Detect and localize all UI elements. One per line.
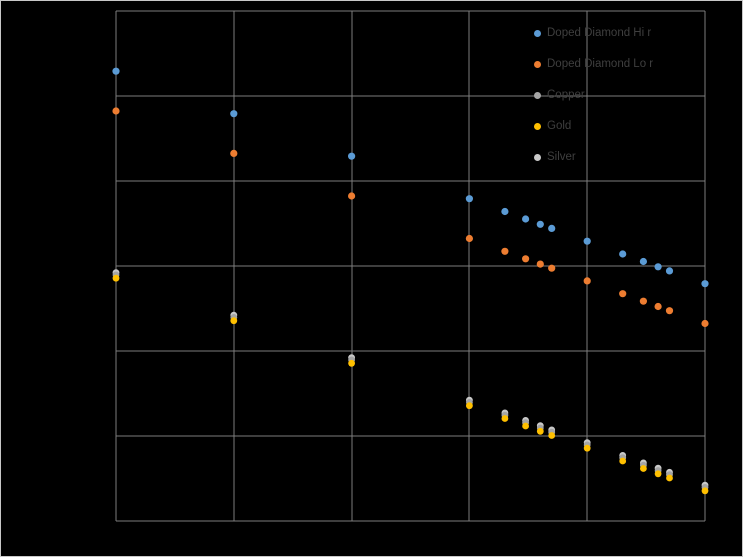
legend-marker-circle-icon: [534, 61, 541, 68]
legend-marker-circle-icon: [534, 30, 541, 37]
data-point: [666, 474, 673, 482]
series-copper: [112, 271, 709, 491]
data-point: [348, 192, 356, 200]
data-point: [548, 432, 556, 439]
data-point: [536, 260, 544, 268]
data-point: [112, 67, 120, 75]
data-point: [522, 255, 530, 263]
data-point: [665, 307, 674, 315]
data-point: [465, 234, 473, 243]
data-point: [665, 267, 674, 275]
legend-item-doped-diamond-lo-r: Doped Diamond Lo r: [534, 49, 653, 80]
series-doped-diamond-lo-r: [112, 107, 709, 328]
data-point: [522, 215, 530, 223]
legend-label: Doped Diamond Hi r: [547, 26, 652, 39]
data-point: [701, 280, 709, 288]
gridlines: [115, 10, 706, 522]
data-point: [639, 297, 648, 305]
data-point: [654, 302, 662, 311]
data-point: [583, 444, 591, 452]
data-point: [230, 149, 238, 157]
legend-item-gold: Gold: [534, 111, 653, 142]
data-point: [639, 257, 648, 266]
data-point: [522, 422, 529, 430]
legend-marker-circle-icon: [534, 123, 541, 130]
data-point: [701, 487, 709, 495]
legend-marker-circle-icon: [534, 154, 541, 161]
legend-item-copper: Copper: [534, 80, 653, 111]
chart-legend: Doped Diamond Hi r Doped Diamond Lo r Co…: [534, 18, 653, 173]
data-point: [654, 263, 662, 271]
data-point: [501, 247, 509, 255]
legend-item-silver: Silver: [534, 142, 653, 173]
data-point: [536, 220, 544, 228]
legend-label: Copper: [547, 88, 585, 101]
data-point: [619, 290, 627, 298]
data-point: [112, 107, 120, 115]
data-point: [619, 457, 627, 465]
data-point: [619, 250, 627, 258]
data-point: [230, 317, 238, 325]
data-point: [640, 465, 647, 472]
data-point: [466, 402, 473, 410]
data-point: [501, 207, 509, 216]
series-gold: [112, 274, 709, 495]
data-point: [230, 110, 238, 118]
legend-label: Gold: [547, 119, 572, 132]
legend-marker-circle-icon: [534, 92, 541, 99]
data-point: [112, 274, 120, 282]
data-point: [465, 195, 473, 203]
data-point: [348, 152, 356, 160]
data-point: [548, 224, 556, 232]
series-silver: [112, 269, 709, 489]
data-point: [548, 264, 556, 272]
legend-label: Silver: [547, 150, 576, 163]
data-point: [701, 319, 709, 328]
legend-label: Doped Diamond Lo r: [547, 57, 654, 70]
series-doped-diamond-hi-r: [112, 67, 709, 288]
data-point: [501, 415, 509, 422]
data-point: [536, 427, 544, 435]
data-point: [583, 277, 591, 285]
legend-item-doped-diamond-hi-r: Doped Diamond Hi r: [534, 18, 653, 49]
data-point: [348, 359, 355, 367]
data-point: [654, 470, 662, 478]
data-point: [583, 237, 591, 245]
